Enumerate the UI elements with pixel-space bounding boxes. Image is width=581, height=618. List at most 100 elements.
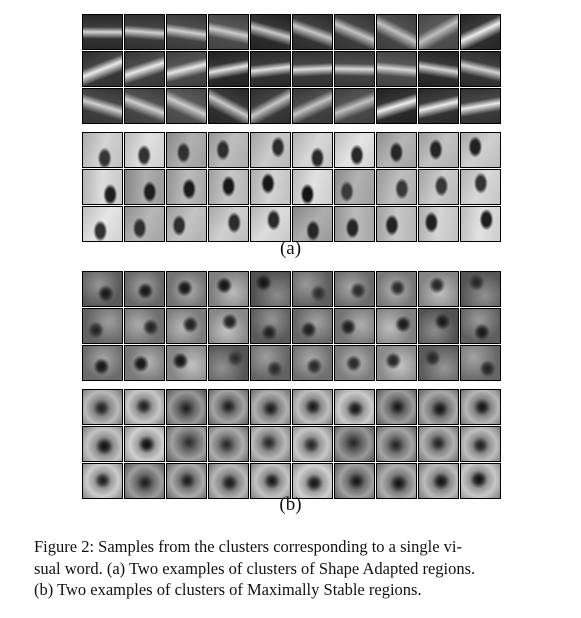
sample-patch-image xyxy=(460,389,501,425)
sample-patch-image xyxy=(292,14,333,50)
sample-patch-image xyxy=(82,14,123,50)
sample-patch-image xyxy=(166,169,207,205)
sample-patch-image xyxy=(460,88,501,124)
sample-patch-image xyxy=(82,206,123,242)
sample-patch-image xyxy=(82,88,123,124)
sample-patch-image xyxy=(82,51,123,87)
sample-patch-image xyxy=(334,389,375,425)
sample-patch-image xyxy=(250,51,291,87)
sample-patch-image xyxy=(250,206,291,242)
sample-patch-image xyxy=(334,271,375,307)
cluster-row xyxy=(82,206,501,242)
sample-patch-image xyxy=(250,308,291,344)
sample-patch-image xyxy=(376,88,417,124)
sample-patch-image xyxy=(208,169,249,205)
sample-patch-image xyxy=(334,426,375,462)
sample-patch-image xyxy=(418,308,459,344)
sample-patch-image xyxy=(334,308,375,344)
sample-patch-image xyxy=(460,308,501,344)
sample-patch-image xyxy=(460,169,501,205)
sample-patch-image xyxy=(250,345,291,381)
sample-patch-image xyxy=(460,206,501,242)
figure-caption: Figure 2: Samples from the clusters corr… xyxy=(34,536,554,601)
cluster-row xyxy=(82,88,501,124)
sample-patch-image xyxy=(460,463,501,499)
cluster-group xyxy=(82,271,501,381)
sample-patch-image xyxy=(208,389,249,425)
sample-patch-image xyxy=(124,169,165,205)
sample-patch-image xyxy=(334,169,375,205)
sample-patch-image xyxy=(124,463,165,499)
cluster-row xyxy=(82,169,501,205)
sample-patch-image xyxy=(82,271,123,307)
sample-patch-image xyxy=(124,206,165,242)
sample-patch-image xyxy=(250,463,291,499)
sample-patch-image xyxy=(376,308,417,344)
sample-patch-image xyxy=(124,426,165,462)
sample-patch-image xyxy=(82,345,123,381)
sample-patch-image xyxy=(82,308,123,344)
sample-patch-image xyxy=(166,88,207,124)
cluster-row xyxy=(82,389,501,425)
sample-patch-image xyxy=(124,345,165,381)
sample-patch-image xyxy=(208,88,249,124)
sample-patch-image xyxy=(166,308,207,344)
sample-patch-image xyxy=(208,271,249,307)
cluster-row xyxy=(82,51,501,87)
sample-patch-image xyxy=(166,51,207,87)
sample-patch-image xyxy=(250,426,291,462)
sample-patch-image xyxy=(208,345,249,381)
sample-patch-image xyxy=(250,88,291,124)
cluster-group xyxy=(82,132,501,242)
sample-patch-image xyxy=(460,51,501,87)
sample-patch-image xyxy=(460,271,501,307)
sample-patch-image xyxy=(418,132,459,168)
sample-patch-image xyxy=(166,132,207,168)
sample-patch-image xyxy=(250,271,291,307)
sample-patch-image xyxy=(166,206,207,242)
sample-patch-image xyxy=(82,426,123,462)
sample-patch-image xyxy=(418,14,459,50)
sample-patch-image xyxy=(292,206,333,242)
sample-patch-image xyxy=(376,206,417,242)
sample-patch-image xyxy=(418,271,459,307)
sample-patch-image xyxy=(418,389,459,425)
sample-patch-image xyxy=(418,51,459,87)
sample-patch-image xyxy=(292,345,333,381)
sample-patch-image xyxy=(334,345,375,381)
sample-patch-image xyxy=(208,51,249,87)
sample-patch-image xyxy=(376,169,417,205)
sample-patch-image xyxy=(418,426,459,462)
panel-a-label: (a) xyxy=(279,238,302,259)
sample-patch-image xyxy=(82,389,123,425)
panel-b-image-grid xyxy=(82,271,501,500)
sample-patch-image xyxy=(250,14,291,50)
sample-patch-image xyxy=(124,88,165,124)
cluster-row xyxy=(82,426,501,462)
sample-patch-image xyxy=(124,14,165,50)
sample-patch-image xyxy=(124,51,165,87)
sample-patch-image xyxy=(208,14,249,50)
sample-patch-image xyxy=(208,463,249,499)
sample-patch-image xyxy=(124,308,165,344)
sample-patch-image xyxy=(292,132,333,168)
cluster-group xyxy=(82,389,501,499)
sample-patch-image xyxy=(418,88,459,124)
cluster-row xyxy=(82,14,501,50)
sample-patch-image xyxy=(292,271,333,307)
cluster-row xyxy=(82,132,501,168)
sample-patch-image xyxy=(334,88,375,124)
sample-patch-image xyxy=(418,463,459,499)
sample-patch-image xyxy=(82,463,123,499)
sample-patch-image xyxy=(418,345,459,381)
sample-patch-image xyxy=(166,345,207,381)
panel-a-image-grid xyxy=(82,14,501,243)
sample-patch-image xyxy=(376,389,417,425)
sample-patch-image xyxy=(124,271,165,307)
cluster-row xyxy=(82,345,501,381)
sample-patch-image xyxy=(418,206,459,242)
sample-patch-image xyxy=(376,132,417,168)
sample-patch-image xyxy=(334,14,375,50)
cluster-row xyxy=(82,308,501,344)
sample-patch-image xyxy=(334,51,375,87)
